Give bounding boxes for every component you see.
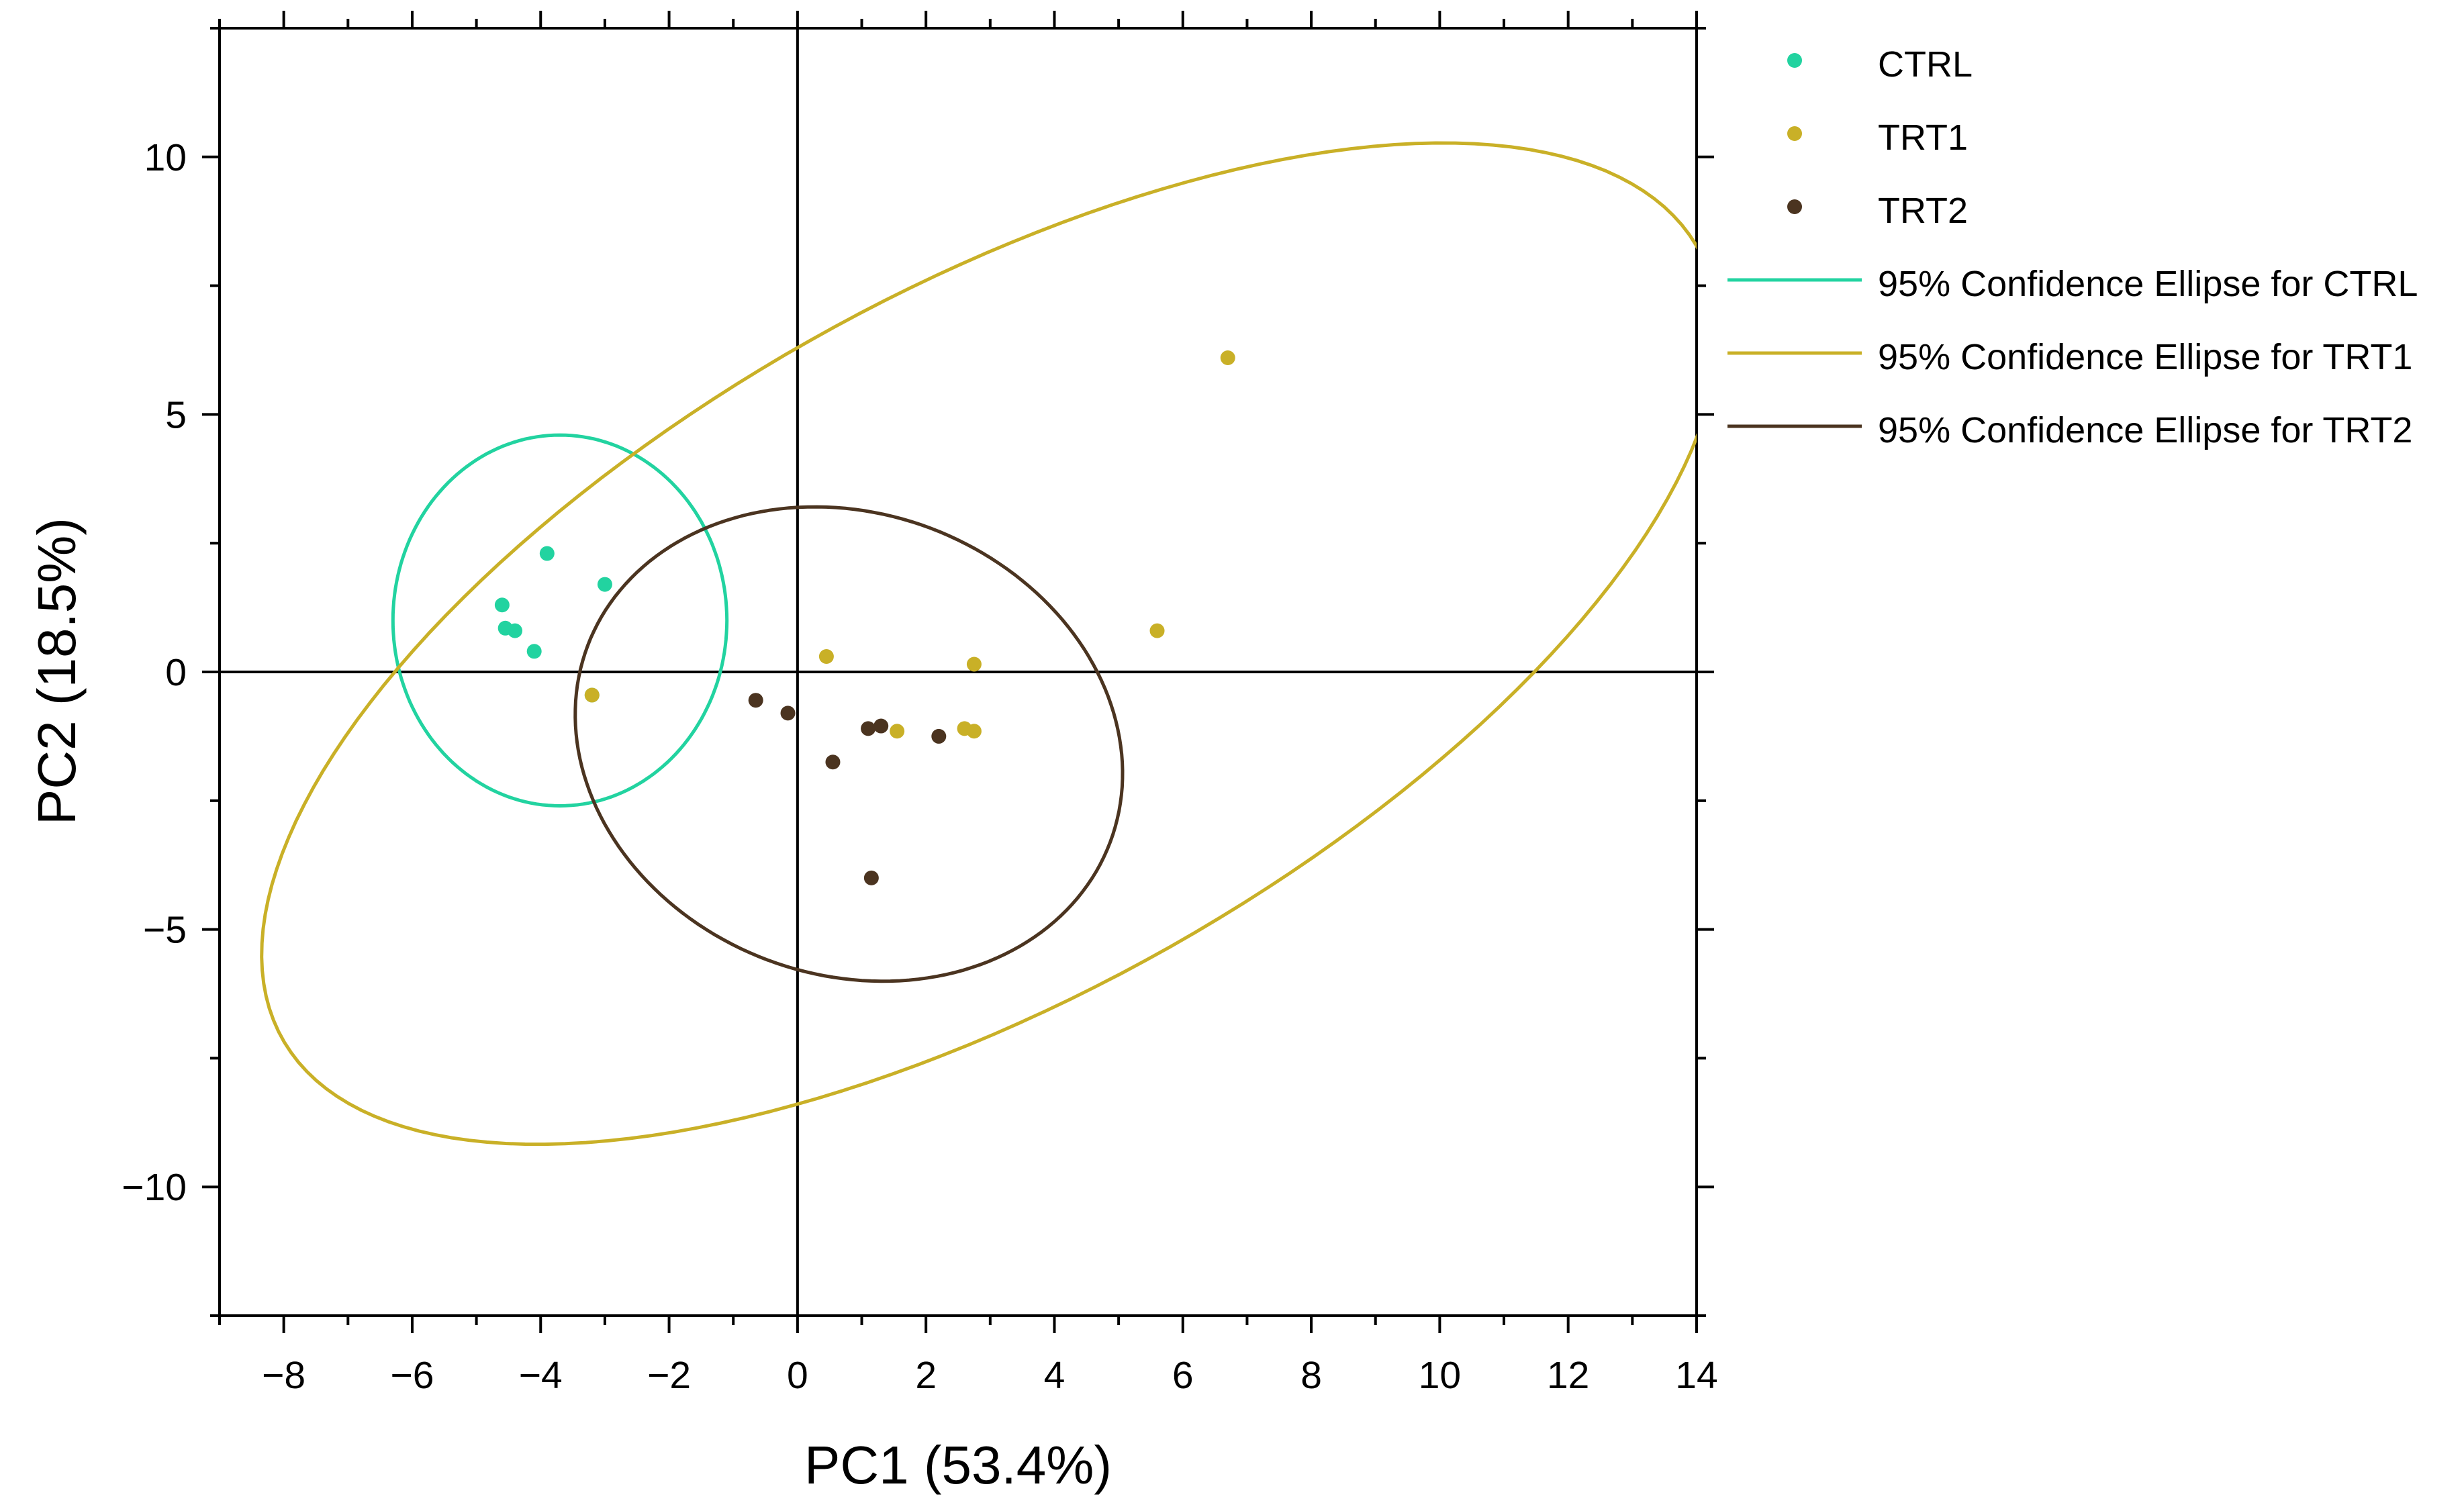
y-axis-title: PC2 (18.5%) bbox=[27, 518, 87, 825]
x-tick-label: 14 bbox=[1675, 1354, 1717, 1397]
point-trt2 bbox=[748, 693, 763, 708]
x-tick-label: −2 bbox=[647, 1354, 691, 1397]
x-tick-label: 2 bbox=[915, 1354, 937, 1397]
confidence-ellipse-ctrl bbox=[391, 433, 729, 808]
legend-ellipse-label-ctrl: 95% Confidence Ellipse for CTRL bbox=[1878, 264, 2418, 304]
x-tick-label: 4 bbox=[1044, 1354, 1065, 1397]
y-axis: −10 −5 0 5 10 bbox=[122, 27, 1714, 1317]
point-trt2 bbox=[780, 705, 796, 721]
point-trt1 bbox=[584, 687, 600, 703]
x-tick-label: −6 bbox=[390, 1354, 434, 1397]
x-axis: −8 −6 −4 −2 0 2 4 6 8 10 12 14 bbox=[218, 11, 1718, 1397]
y-tick-label: −5 bbox=[143, 909, 187, 952]
x-tick-label: 6 bbox=[1172, 1354, 1194, 1397]
point-trt1 bbox=[1220, 350, 1235, 366]
x-tick-label: 12 bbox=[1547, 1354, 1589, 1397]
point-ctrl bbox=[494, 597, 510, 613]
point-ctrl bbox=[508, 623, 522, 638]
point-ctrl bbox=[597, 577, 612, 592]
point-ctrl bbox=[526, 644, 542, 659]
point-trt2 bbox=[873, 718, 889, 734]
x-tick-label: −8 bbox=[262, 1354, 305, 1397]
point-trt2 bbox=[861, 721, 876, 736]
legend-label-ctrl: CTRL bbox=[1878, 44, 1973, 85]
point-trt1 bbox=[1149, 623, 1165, 638]
x-tick-label: 0 bbox=[787, 1354, 808, 1397]
legend-label-trt1: TRT1 bbox=[1878, 117, 1968, 158]
x-tick-label: 10 bbox=[1419, 1354, 1461, 1397]
point-trt2 bbox=[931, 728, 947, 744]
legend-marker-ctrl bbox=[1787, 53, 1802, 68]
legend-ellipse-label-trt1: 95% Confidence Ellipse for TRT1 bbox=[1878, 337, 2412, 377]
legend-ellipse-label-trt2: 95% Confidence Ellipse for TRT2 bbox=[1878, 410, 2412, 450]
y-tick-label: 0 bbox=[165, 651, 187, 694]
data-points bbox=[494, 350, 1235, 885]
y-tick-label: −10 bbox=[122, 1166, 187, 1209]
x-tick-label: 8 bbox=[1300, 1354, 1322, 1397]
point-ctrl bbox=[539, 546, 555, 561]
point-trt2 bbox=[825, 754, 841, 770]
y-tick-label: 10 bbox=[144, 136, 187, 179]
legend-marker-trt1 bbox=[1787, 126, 1802, 141]
confidence-ellipse-trt2 bbox=[573, 505, 1125, 983]
point-trt1 bbox=[890, 724, 905, 739]
confidence-ellipses bbox=[260, 141, 1697, 1147]
point-trt1 bbox=[966, 656, 982, 672]
point-trt1 bbox=[966, 724, 982, 739]
legend: CTRL TRT1 TRT2 95% Confidence Ellipse for C… bbox=[1727, 44, 2418, 450]
legend-label-trt2: TRT2 bbox=[1878, 191, 1968, 231]
x-axis-title: PC1 (53.4%) bbox=[804, 1435, 1112, 1495]
x-tick-label: −4 bbox=[519, 1354, 563, 1397]
legend-marker-trt2 bbox=[1787, 199, 1802, 214]
point-trt1 bbox=[818, 648, 834, 664]
y-tick-label: 5 bbox=[165, 393, 187, 436]
point-trt2 bbox=[863, 870, 879, 885]
confidence-ellipse-trt1 bbox=[260, 141, 1697, 1147]
